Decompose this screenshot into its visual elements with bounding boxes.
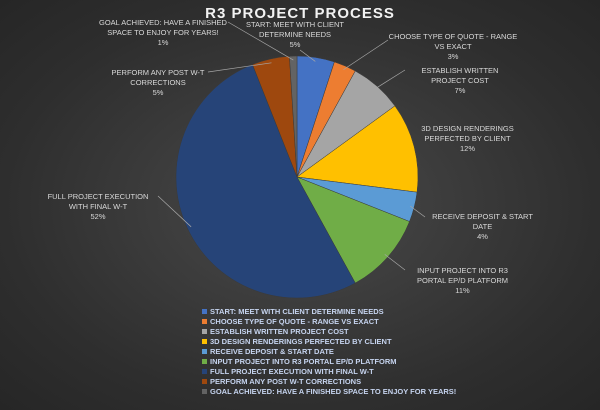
legend-item: CHOOSE TYPE OF QUOTE - RANGE VS EXACT	[202, 316, 456, 326]
legend-swatch	[202, 388, 207, 394]
data-label-category: START: MEET WITH CLIENT DETERMINE NEEDS	[246, 20, 344, 39]
data-label-value: 5%	[152, 88, 164, 97]
legend-label: RECEIVE DEPOSIT & START DATE	[210, 346, 334, 356]
legend-item: ESTABLISH WRITTEN PROJECT COST	[202, 326, 456, 336]
data-label-category: CHOOSE TYPE OF QUOTE - RANGE VS EXACT	[388, 32, 518, 51]
legend-item: INPUT PROJECT INTO R3 PORTAL EP/D PLATFO…	[202, 356, 456, 366]
data-label-value: 7%	[454, 86, 466, 95]
legend-item: 3D DESIGN RENDERINGS PERFECTED BY CLIENT	[202, 336, 456, 346]
data-label: GOAL ACHIEVED: HAVE A FINISHED SPACE TO …	[98, 18, 228, 48]
legend-label: GOAL ACHIEVED: HAVE A FINISHED SPACE TO …	[210, 386, 457, 396]
leader-line	[227, 21, 294, 61]
data-label: START: MEET WITH CLIENT DETERMINE NEEDS 5…	[235, 20, 355, 50]
legend-item: PERFORM ANY POST W-T CORRECTIONS	[202, 376, 456, 386]
data-label-value: 5%	[289, 40, 301, 49]
legend: START: MEET WITH CLIENT DETERMINE NEEDS C…	[202, 306, 456, 396]
data-label-value: 3%	[447, 52, 459, 61]
legend-label: CHOOSE TYPE OF QUOTE - RANGE VS EXACT	[210, 316, 379, 326]
data-label-value: 4%	[477, 232, 488, 241]
legend-swatch	[202, 338, 207, 344]
data-label: INPUT PROJECT INTO R3 PORTAL EP/D PLATFO…	[405, 266, 520, 296]
legend-swatch	[202, 308, 207, 314]
data-label: 3D DESIGN RENDERINGS PERFECTED BY CLIENT…	[420, 124, 515, 154]
leader-line	[299, 49, 316, 62]
legend-swatch	[202, 328, 207, 334]
data-label-category: GOAL ACHIEVED: HAVE A FINISHED SPACE TO …	[99, 18, 227, 37]
data-label: ESTABLISH WRITTEN PROJECT COST 7%	[405, 66, 515, 96]
leader-line	[384, 254, 406, 271]
legend-item: FULL PROJECT EXECUTION WITH FINAL W-T	[202, 366, 456, 376]
data-label-value: 11%	[455, 286, 470, 295]
data-label-category: ESTABLISH WRITTEN PROJECT COST	[421, 66, 499, 85]
legend-item: GOAL ACHIEVED: HAVE A FINISHED SPACE TO …	[202, 386, 456, 396]
data-label: RECEIVE DEPOSIT & START DATE 4%	[425, 212, 540, 242]
leader-line	[157, 195, 192, 228]
legend-swatch	[202, 358, 207, 364]
legend-item: START: MEET WITH CLIENT DETERMINE NEEDS	[202, 306, 456, 316]
pie-slice	[175, 64, 356, 299]
data-label: PERFORM ANY POST W-T CORRECTIONS 5%	[108, 68, 208, 98]
data-label-category: 3D DESIGN RENDERINGS PERFECTED BY CLIENT	[421, 124, 514, 143]
legend-swatch	[202, 378, 207, 384]
legend-label: START: MEET WITH CLIENT DETERMINE NEEDS	[210, 306, 384, 316]
data-label: FULL PROJECT EXECUTION WITH FINAL W-T 52%	[38, 192, 158, 222]
data-label-value: 12%	[459, 144, 475, 153]
leader-line	[207, 62, 272, 73]
legend-label: ESTABLISH WRITTEN PROJECT COST	[210, 326, 349, 336]
leader-line	[343, 39, 389, 70]
legend-swatch	[202, 318, 207, 324]
legend-label: 3D DESIGN RENDERINGS PERFECTED BY CLIENT	[210, 336, 392, 346]
data-label-value: 52%	[90, 212, 106, 221]
pie-slice	[296, 105, 419, 193]
legend-swatch	[202, 368, 207, 374]
leader-line	[410, 205, 426, 218]
legend-item: RECEIVE DEPOSIT & START DATE	[202, 346, 456, 356]
data-label-category: PERFORM ANY POST W-T CORRECTIONS	[111, 68, 205, 87]
legend-label: INPUT PROJECT INTO R3 PORTAL EP/D PLATFO…	[210, 356, 397, 366]
data-label-value: 1%	[157, 38, 169, 47]
pie-slice	[289, 55, 298, 178]
data-label-category: FULL PROJECT EXECUTION WITH FINAL W-T	[47, 192, 149, 211]
legend-swatch	[202, 348, 207, 354]
data-label: CHOOSE TYPE OF QUOTE - RANGE VS EXACT 3%	[388, 32, 518, 62]
legend-label: FULL PROJECT EXECUTION WITH FINAL W-T	[210, 366, 374, 376]
data-label-category: INPUT PROJECT INTO R3 PORTAL EP/D PLATFO…	[417, 266, 508, 285]
chart-title: R3 PROJECT PROCESS	[205, 5, 395, 22]
leader-line	[374, 69, 406, 90]
legend-label: PERFORM ANY POST W-T CORRECTIONS	[210, 376, 362, 386]
data-label-category: RECEIVE DEPOSIT & START DATE	[432, 212, 533, 231]
